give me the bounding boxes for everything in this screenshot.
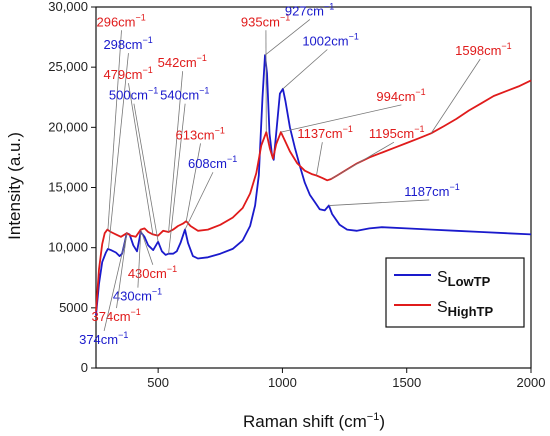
- annotation-leader: [280, 104, 402, 133]
- peak-label: 479cm−1: [103, 65, 152, 82]
- annotation-leader: [168, 103, 186, 254]
- annotation-leader: [133, 103, 159, 242]
- peak-label: 608cm−1: [188, 154, 237, 171]
- series-line-lowtp: [95, 54, 532, 316]
- peak-label: 296cm−1: [96, 12, 145, 29]
- peak-label: 1598cm−1: [455, 41, 512, 58]
- peak-label: 374cm−1: [92, 307, 141, 324]
- annotation-leader: [330, 141, 395, 180]
- peak-label: 1137cm−1: [297, 124, 353, 141]
- peak-label: 298cm−1: [103, 35, 152, 52]
- annotation-leader: [430, 58, 481, 134]
- annotation-leader: [116, 233, 128, 309]
- x-tick-label: 2000: [517, 375, 546, 390]
- y-tick-label: 15,000: [48, 180, 88, 195]
- x-tick-label: 1500: [392, 375, 421, 390]
- peak-label: 935cm−1: [241, 12, 290, 29]
- annotation-leader: [282, 49, 328, 90]
- y-axis-title: Intensity (a.u.): [5, 132, 24, 240]
- y-tick-label: 0: [81, 360, 88, 375]
- legend-box: [385, 257, 525, 328]
- x-tick-label: 500: [147, 375, 169, 390]
- peak-label: 1002cm−1: [302, 32, 359, 49]
- x-tick-label: 1000: [268, 375, 297, 390]
- x-axis-title: Raman shift (cm−1): [243, 411, 385, 431]
- peak-label: 613cm−1: [176, 125, 225, 142]
- legend-label-high: SHighTP: [437, 299, 493, 319]
- series-lines: [95, 54, 532, 316]
- annotation-leader: [140, 229, 154, 265]
- peak-label: 542cm−1: [158, 53, 207, 70]
- annotation-leader: [184, 172, 214, 230]
- peak-label: 540cm−1: [160, 86, 209, 103]
- annotation-leader: [185, 143, 201, 222]
- y-tick-label: 30,000: [48, 0, 88, 14]
- annotation-leader: [328, 199, 430, 206]
- annotation-leader: [103, 233, 128, 332]
- annotation-leader: [137, 232, 142, 288]
- annotation-leader: [128, 83, 154, 235]
- y-tick-label: 5000: [59, 300, 88, 315]
- legend: SLowTP SHighTP: [385, 257, 525, 328]
- annotation-leader: [316, 142, 323, 176]
- peak-label: 1195cm−1: [369, 124, 425, 141]
- series-line-hightp: [95, 79, 532, 312]
- peak-label: 994cm−1: [376, 87, 425, 104]
- annotation-leader: [108, 53, 129, 249]
- peak-label: 430cm−1: [128, 264, 177, 281]
- peak-label: 927cm−1: [285, 1, 334, 18]
- legend-label-low: SLowTP: [437, 269, 491, 289]
- y-tick-label: 25,000: [48, 59, 88, 74]
- y-tick-label: 20,000: [48, 119, 88, 134]
- axes: 0 5000 10,000 15,000 20,000 25,000 30,000 500 10…: [48, 0, 545, 390]
- peak-label: 430cm−1: [113, 287, 162, 304]
- annotation-leader: [264, 19, 311, 56]
- peak-label: 500cm−1: [109, 86, 158, 103]
- peak-label: 1187cm−1: [404, 182, 460, 199]
- y-tick-label: 10,000: [48, 240, 88, 255]
- annotation-leader: [168, 71, 184, 233]
- annotation-leader: [107, 30, 122, 230]
- peak-label: 374cm−1: [79, 330, 128, 347]
